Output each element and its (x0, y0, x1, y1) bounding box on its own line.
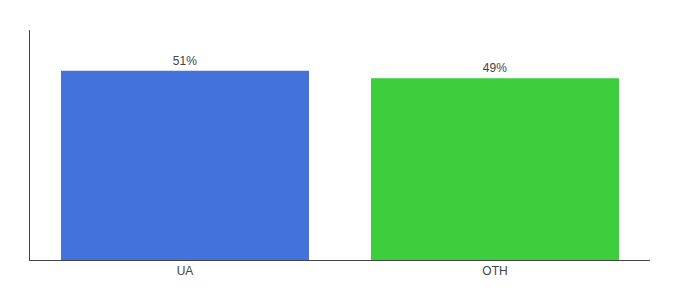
svg-text:UA: UA (177, 264, 194, 278)
svg-text:OTH: OTH (482, 264, 507, 278)
svg-text:51%: 51% (173, 54, 197, 68)
svg-text:49%: 49% (483, 61, 507, 75)
